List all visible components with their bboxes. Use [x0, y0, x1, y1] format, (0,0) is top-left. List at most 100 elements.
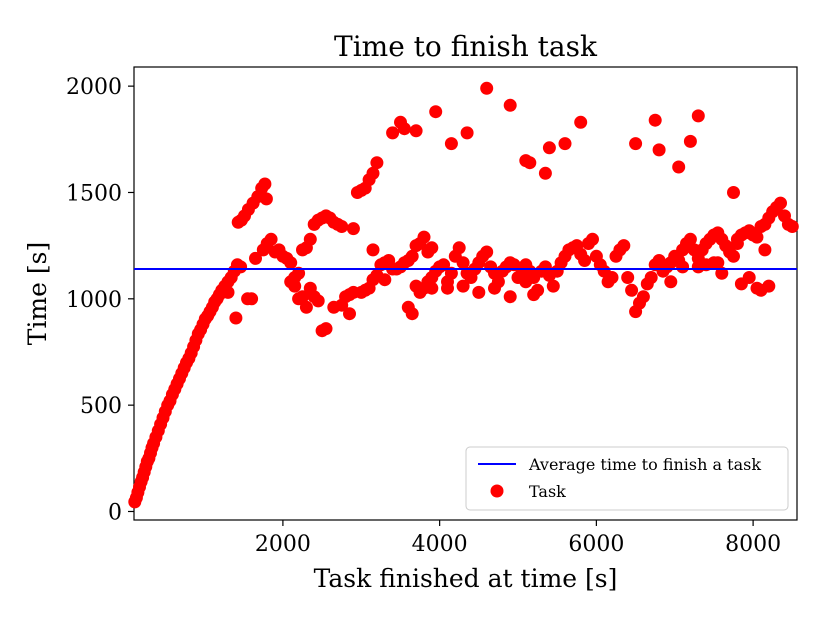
task-point: [711, 256, 725, 270]
task-point: [299, 300, 313, 314]
task-point: [480, 81, 494, 95]
task-point: [245, 292, 259, 306]
task-point: [644, 271, 658, 284]
x-tick-label: 4000: [412, 532, 468, 557]
task-point: [444, 137, 458, 151]
task-point: [425, 281, 439, 295]
task-point: [546, 279, 560, 293]
task-point: [742, 271, 756, 284]
task-point: [264, 232, 278, 246]
task-point: [343, 307, 356, 321]
task-point: [574, 115, 588, 129]
y-tick-label: 1000: [66, 288, 122, 313]
task-point: [259, 192, 273, 206]
task-point: [366, 243, 380, 257]
task-point: [629, 137, 643, 151]
task-point: [292, 292, 306, 306]
task-point: [664, 275, 678, 289]
task-point: [586, 232, 599, 246]
y-tick-label: 2000: [66, 75, 122, 100]
task-point: [370, 156, 384, 170]
task-points: [128, 81, 799, 509]
task-point: [343, 288, 356, 302]
task-point: [605, 271, 619, 284]
task-point: [519, 275, 533, 289]
task-point: [249, 251, 262, 265]
task-point: [621, 271, 635, 284]
task-point: [284, 275, 298, 289]
task-point: [648, 113, 662, 127]
task-point: [335, 220, 349, 233]
task-point: [488, 281, 501, 295]
legend-point-swatch: [490, 484, 504, 498]
y-tick-label: 1500: [66, 181, 122, 206]
task-point: [727, 249, 740, 263]
axis-ticks: 2000 4000 6000 8000 0 500 1000 1500 2000: [66, 75, 781, 557]
task-point: [386, 126, 400, 140]
task-point: [676, 260, 690, 274]
x-tick-label: 8000: [725, 532, 781, 557]
y-tick-label: 500: [80, 394, 122, 419]
task-point: [683, 134, 697, 148]
task-point: [229, 311, 243, 325]
legend: Average time to finish a task Task: [465, 446, 789, 511]
task-point: [762, 279, 776, 293]
task-point: [378, 273, 392, 287]
task-point: [774, 196, 787, 210]
task-point: [456, 279, 470, 293]
x-tick-label: 6000: [568, 532, 624, 557]
task-point: [750, 230, 764, 244]
task-point: [472, 285, 486, 299]
legend-box: [465, 446, 789, 511]
task-point: [284, 256, 298, 270]
task-point: [758, 243, 772, 257]
task-point: [417, 230, 431, 244]
task-point: [327, 300, 341, 314]
task-point: [683, 232, 697, 246]
task-point: [425, 241, 439, 255]
task-point: [441, 281, 454, 295]
task-point: [366, 166, 380, 180]
task-point: [405, 249, 419, 263]
task-point: [578, 254, 592, 267]
task-point: [503, 98, 517, 112]
task-point: [625, 283, 639, 297]
task-point: [292, 266, 306, 280]
task-point: [234, 260, 248, 274]
task-point: [405, 307, 419, 321]
task-point: [730, 237, 744, 250]
task-point: [452, 241, 466, 255]
task-point: [460, 126, 474, 140]
task-point: [319, 322, 333, 336]
task-point: [258, 177, 272, 191]
task-point: [303, 281, 317, 295]
task-point: [358, 283, 372, 297]
x-axis-title: Task finished at time [s]: [314, 564, 618, 593]
task-point: [523, 156, 537, 170]
task-point: [558, 137, 572, 151]
task-point: [409, 124, 423, 138]
task-point: [397, 122, 411, 136]
chart-title: Time to finish task: [334, 30, 598, 63]
task-point: [444, 266, 458, 280]
task-point: [303, 232, 317, 246]
task-point: [503, 290, 517, 304]
task-point: [346, 222, 360, 236]
legend-label-task: Task: [529, 482, 566, 501]
task-point: [542, 141, 556, 155]
task-point: [727, 186, 740, 199]
x-tick-label: 2000: [255, 532, 311, 557]
y-axis-title: Time [s]: [23, 242, 52, 345]
task-point: [531, 283, 545, 297]
task-point: [652, 143, 666, 157]
task-point: [456, 256, 470, 270]
task-point: [691, 109, 705, 123]
plot-frame: [133, 66, 798, 521]
task-point: [429, 105, 443, 119]
task-point: [672, 160, 686, 174]
task-point: [636, 290, 650, 304]
task-point: [221, 285, 235, 299]
task-point: [785, 220, 799, 233]
task-point: [538, 166, 552, 180]
